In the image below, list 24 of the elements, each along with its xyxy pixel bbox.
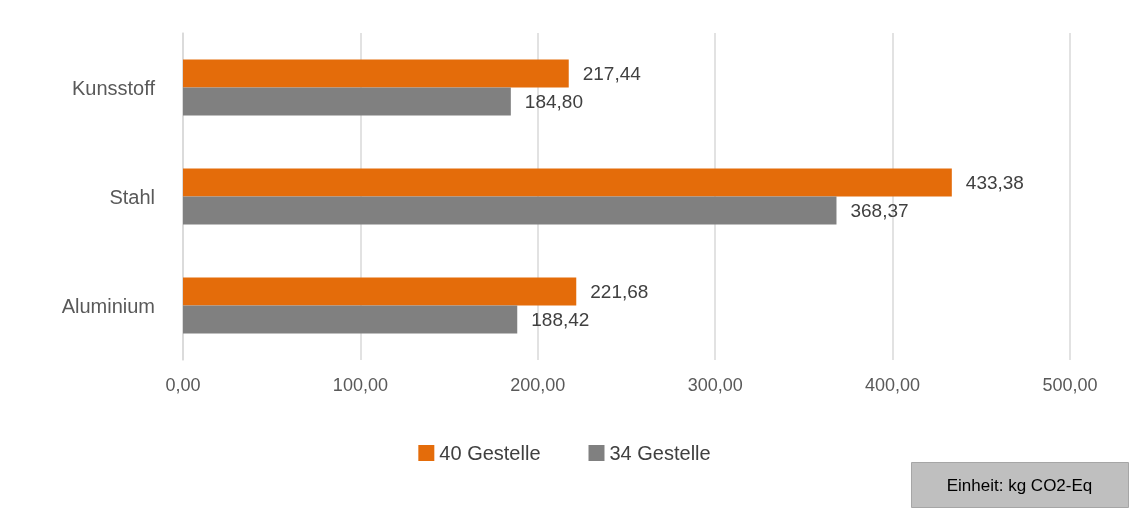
x-tick-label: 400,00 [865, 375, 921, 395]
text: Einheit: kg CO2-Eq [946, 476, 1093, 495]
x-tick-label: 500,00 [1042, 375, 1098, 395]
data-label: 217,44 [582, 63, 642, 84]
bar [183, 277, 577, 306]
data-label: 184,80 [524, 91, 583, 112]
legend-label: 34 Gestelle [609, 442, 711, 464]
x-tick-label: 0,00 [165, 375, 201, 395]
bar [183, 59, 569, 88]
x-tick-label: 200,00 [510, 375, 566, 395]
bar [183, 87, 511, 116]
data-label: 433,38 [965, 172, 1024, 193]
bar [183, 305, 518, 334]
data-label: 368,37 [850, 200, 909, 221]
x-tick-label: 100,00 [332, 375, 388, 395]
bar [183, 168, 952, 197]
y-tick-label: Kunsstoff [71, 76, 156, 99]
x-tick-label: 300,00 [687, 375, 743, 395]
data-label: 221,68 [590, 281, 649, 302]
data-label: 188,42 [531, 309, 590, 330]
bar [183, 196, 837, 225]
y-tick-label: Stahl [109, 185, 155, 208]
legend-label: 40 Gestelle [439, 442, 541, 464]
y-tick-label: Aluminium [61, 294, 155, 317]
